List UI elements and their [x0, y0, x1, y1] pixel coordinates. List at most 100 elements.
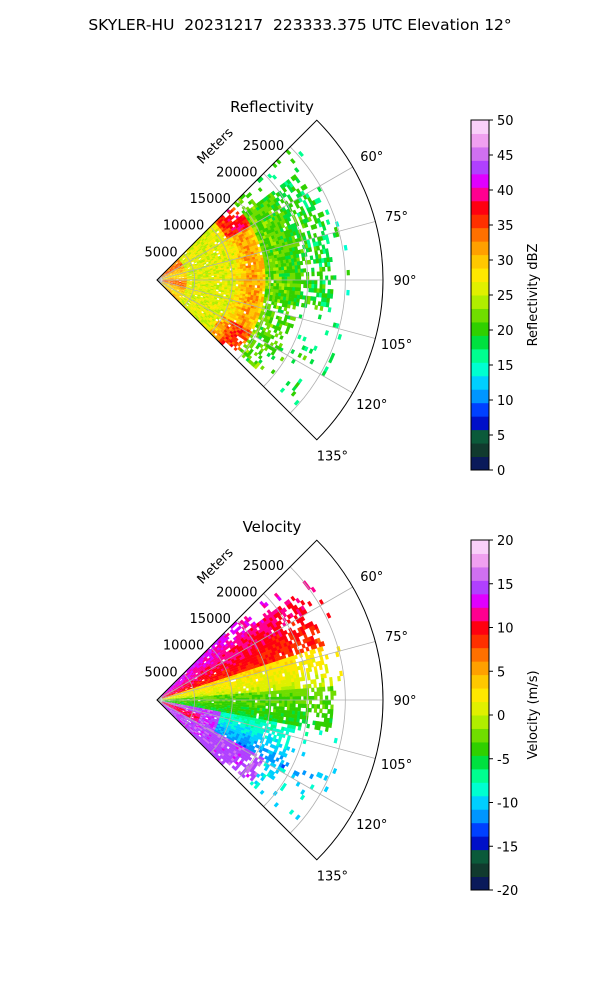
- radar-cell: [254, 269, 258, 273]
- radar-cell: [291, 235, 296, 241]
- radar-cell: [232, 281, 237, 285]
- radar-cell: [231, 214, 236, 219]
- radar-cell: [203, 670, 207, 673]
- radar-cell: [175, 266, 179, 269]
- radar-cell: [194, 295, 198, 298]
- radar-cell: [303, 346, 309, 352]
- radar-cell: [227, 281, 231, 284]
- radar-cell: [210, 284, 215, 287]
- radar-cell: [169, 290, 172, 293]
- azimuth-spoke: [156, 221, 376, 281]
- radar-cell: [169, 290, 173, 293]
- radar-cell: [176, 288, 180, 291]
- radar-cell: [196, 674, 200, 678]
- radar-cell: [273, 328, 278, 334]
- radar-cell: [166, 273, 170, 276]
- radar-cell: [223, 268, 228, 272]
- radar-cell: [256, 269, 261, 273]
- radar-cell: [177, 297, 181, 300]
- radar-cell: [279, 356, 285, 362]
- radar-cell: [225, 636, 230, 641]
- radar-cell: [263, 346, 269, 352]
- radar-cell: [205, 274, 209, 277]
- radar-cell: [182, 270, 187, 273]
- radar-cell: [193, 261, 198, 264]
- radar-cell: [232, 283, 236, 287]
- radar-cell: [195, 292, 199, 295]
- radar-cell: [166, 273, 170, 276]
- radar-cell: [176, 288, 180, 291]
- radar-cell: [180, 274, 185, 276]
- radar-cell: [165, 280, 169, 282]
- radar-cell: [212, 255, 216, 259]
- radar-cell: [273, 215, 279, 220]
- radar-cell: [240, 284, 245, 287]
- radar-cell: [181, 290, 185, 293]
- radar-cell: [193, 245, 197, 249]
- radar-cell: [181, 676, 185, 680]
- radar-cell: [172, 282, 177, 284]
- radar-cell: [200, 670, 204, 674]
- radar-cell: [271, 174, 278, 180]
- radar-cell: [243, 624, 249, 629]
- radar-cell: [295, 283, 299, 288]
- radar-cell: [276, 700, 280, 704]
- radar-cell: [191, 300, 195, 303]
- radar-cell: [343, 244, 348, 251]
- radar-cell: [183, 284, 187, 286]
- radar-cell: [175, 291, 179, 294]
- radar-cell: [316, 292, 320, 298]
- radar-cell: [202, 297, 206, 300]
- radar-cell: [187, 306, 191, 310]
- radar-cell: [285, 208, 291, 214]
- radar-cell: [329, 681, 334, 687]
- radar-cell: [189, 277, 193, 279]
- radar-cell: [175, 282, 179, 285]
- radar-cell: [172, 294, 176, 298]
- radar-cell: [169, 274, 173, 276]
- radar-cell: [173, 263, 177, 267]
- radar-cell: [288, 182, 294, 189]
- radar-cell: [208, 701, 212, 703]
- radar-cell: [318, 262, 323, 268]
- radar-cell: [236, 253, 241, 257]
- radar-cell: [325, 302, 330, 308]
- radar-cell: [201, 257, 205, 261]
- radar-cell: [194, 252, 199, 255]
- colorbar-tick-label: 5: [497, 429, 505, 444]
- radar-cell: [179, 677, 183, 681]
- radar-cell: [191, 305, 195, 309]
- radar-cell: [197, 276, 201, 278]
- radar-cell: [301, 345, 307, 351]
- radar-cell: [189, 307, 194, 311]
- radar-cell: [175, 682, 179, 685]
- radar-cell: [314, 670, 319, 676]
- radar-cell: [265, 282, 269, 287]
- radar-cell: [259, 301, 264, 306]
- colorbar-tick-label: 0: [497, 464, 505, 479]
- radar-cell: [262, 253, 267, 258]
- radar-cell: [238, 297, 243, 301]
- radar-cell: [279, 256, 284, 261]
- radar-cell: [243, 277, 247, 281]
- radar-cell: [286, 216, 292, 222]
- radar-cell: [178, 278, 182, 280]
- radar-cell: [293, 167, 300, 173]
- radar-cell: [216, 275, 220, 277]
- colorbar-tick-label: 50: [497, 114, 514, 129]
- radar-cell: [295, 253, 300, 259]
- radar-cell: [319, 700, 323, 705]
- radar-cell: [230, 696, 234, 699]
- radar-cell: [180, 259, 184, 262]
- radar-cell: [286, 273, 291, 277]
- radar-cell: [268, 192, 274, 198]
- radar-cell: [237, 271, 242, 274]
- radar-cell: [230, 701, 234, 705]
- radar-cell: [243, 275, 247, 278]
- radar-cell: [163, 693, 167, 696]
- radar-cell: [216, 276, 220, 279]
- radar-cell: [163, 692, 166, 695]
- radar-cell: [191, 313, 195, 317]
- radar-cell: [193, 670, 197, 673]
- radar-cell: [275, 267, 280, 271]
